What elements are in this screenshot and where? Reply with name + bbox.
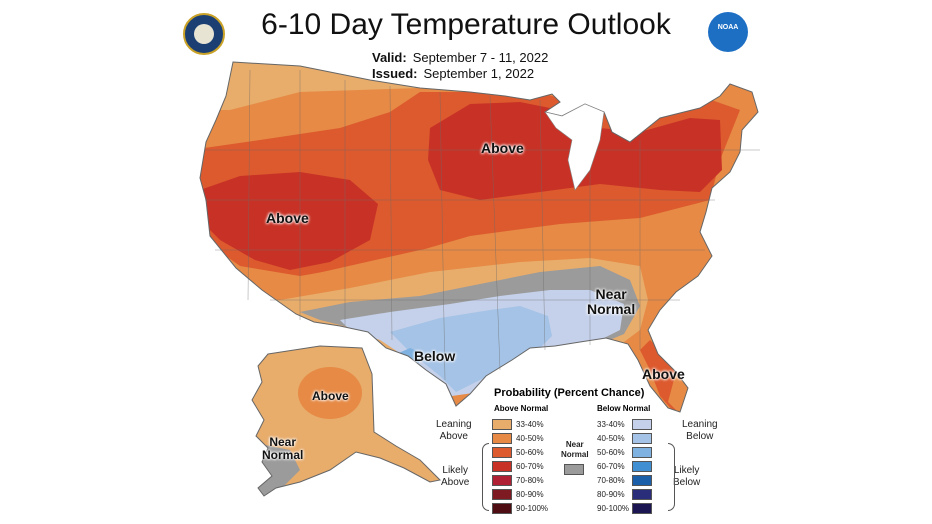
- likely-above-line2: Above: [441, 477, 470, 488]
- issued-label: Issued:: [372, 66, 418, 81]
- above-range-6: 80-90%: [516, 490, 544, 499]
- ak-near-line2: Normal: [262, 448, 304, 463]
- near-normal-line2: Normal: [561, 449, 589, 459]
- below-swatch-7: [632, 503, 652, 514]
- above-range-4: 60-70%: [516, 462, 544, 471]
- above-swatch-7: [492, 503, 512, 514]
- commerce-seal-icon: [183, 13, 225, 55]
- alaska-outline: [251, 345, 442, 497]
- issued-value: September 1, 2022: [423, 66, 535, 81]
- legend-title: Probability (Percent Chance): [494, 387, 645, 399]
- noaa-logo-text: NOAA: [717, 24, 739, 31]
- below-swatch-6: [632, 489, 652, 500]
- above-swatch-5: [492, 475, 512, 486]
- above-range-1: 33-40%: [516, 420, 544, 429]
- issued-line: Issued: September 1, 2022: [372, 66, 534, 81]
- ak-near-line1: Near: [269, 435, 297, 449]
- label-midwest-above: Above: [481, 140, 524, 156]
- near-line1: Near: [595, 286, 627, 302]
- below-swatch-2: [632, 433, 652, 444]
- above-range-3: 50-60%: [516, 448, 544, 457]
- label-west-above: Above: [266, 210, 309, 226]
- below-swatch-4: [632, 461, 652, 472]
- valid-label: Valid:: [372, 50, 407, 65]
- leaning-above-line1: Leaning: [436, 419, 472, 430]
- below-swatch-3: [632, 447, 652, 458]
- below-swatch-1: [632, 419, 652, 430]
- legend-leaning-above: Leaning Above: [436, 419, 472, 443]
- legend-likely-above: Likely Above: [441, 465, 469, 489]
- below-range-4: 60-70%: [597, 462, 625, 471]
- below-range-6: 80-90%: [597, 490, 625, 499]
- leaning-below-line1: Leaning: [682, 419, 718, 430]
- label-alaska-near-normal: Near Normal: [262, 435, 304, 463]
- label-florida-above: Above: [642, 366, 685, 382]
- below-swatch-5: [632, 475, 652, 486]
- page-title: 6-10 Day Temperature Outlook: [261, 8, 671, 41]
- above-swatch-3: [492, 447, 512, 458]
- above-range-7: 90-100%: [516, 504, 549, 513]
- below-range-7: 90-100%: [597, 504, 630, 513]
- above-range-5: 70-80%: [516, 476, 544, 485]
- near-normal-line1: Near: [565, 440, 584, 449]
- below-range-5: 70-80%: [597, 476, 625, 485]
- above-swatch-2: [492, 433, 512, 444]
- likely-below-brace: [668, 443, 675, 511]
- likely-above-line1: Likely: [442, 465, 468, 476]
- above-range-2: 40-50%: [516, 434, 544, 443]
- near-line2: Normal: [587, 301, 636, 318]
- valid-line: Valid: September 7 - 11, 2022: [372, 50, 548, 65]
- legend-likely-below: Likely Below: [673, 465, 700, 489]
- great-lakes: [544, 103, 605, 191]
- leaning-below-line2: Below: [686, 431, 714, 442]
- below-range-2: 40-50%: [597, 434, 625, 443]
- above-swatch-4: [492, 461, 512, 472]
- likely-above-brace: [482, 443, 489, 511]
- legend-above-header: Above Normal: [494, 404, 549, 413]
- valid-value: September 7 - 11, 2022: [412, 50, 549, 65]
- likely-below-line2: Below: [673, 477, 701, 488]
- legend-near-normal: Near Normal: [561, 440, 589, 459]
- above-swatch-6: [492, 489, 512, 500]
- above-swatch-1: [492, 419, 512, 430]
- legend-leaning-below: Leaning Below: [682, 419, 718, 443]
- legend-below-header: Below Normal: [597, 404, 651, 413]
- noaa-logo-icon: NOAA: [708, 12, 748, 52]
- label-texas-below: Below: [414, 348, 456, 364]
- legend-near-swatch: [564, 464, 584, 475]
- below-range-3: 50-60%: [597, 448, 625, 457]
- leaning-above-line2: Above: [439, 431, 468, 442]
- label-southeast-near-normal: Near Normal: [587, 286, 636, 318]
- label-alaska-above: Above: [312, 389, 349, 403]
- below-range-1: 33-40%: [597, 420, 625, 429]
- likely-below-line1: Likely: [673, 465, 700, 476]
